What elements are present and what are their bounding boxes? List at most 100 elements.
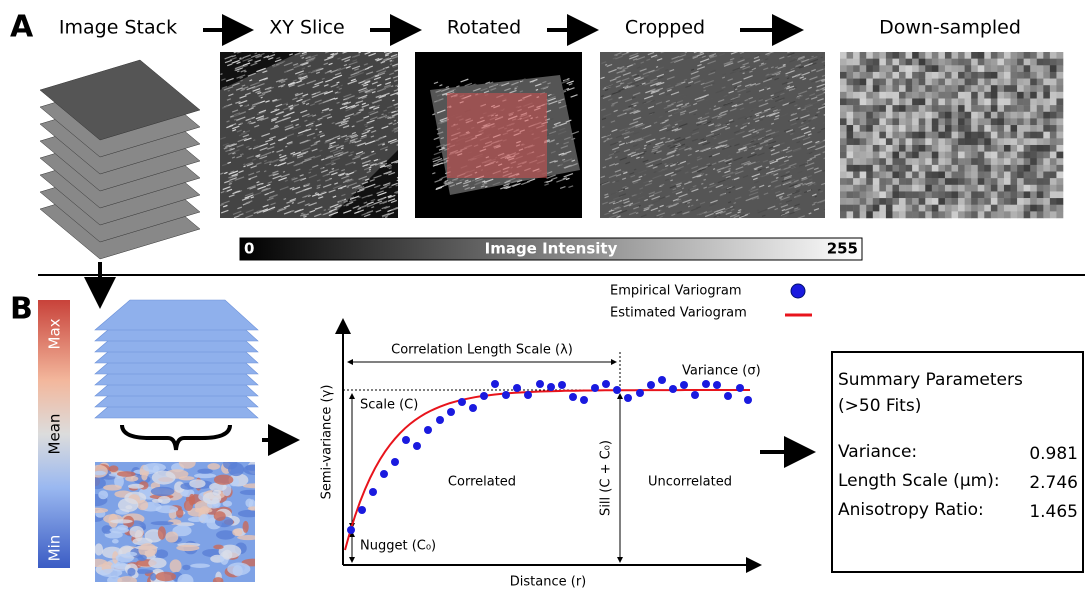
pixel <box>899 52 906 59</box>
pixel <box>938 132 945 139</box>
pixel <box>932 198 939 205</box>
pixel <box>1024 98 1031 105</box>
pixel <box>991 105 998 112</box>
pixel <box>847 59 854 66</box>
pixel <box>866 85 873 92</box>
blob <box>151 487 175 496</box>
pixel <box>971 205 978 212</box>
pixel <box>1056 79 1063 86</box>
pixel <box>965 205 972 212</box>
pixel <box>1050 198 1057 205</box>
pixel <box>840 59 847 66</box>
pixel <box>1004 72 1011 79</box>
pixel <box>1037 79 1044 86</box>
pixel <box>866 79 873 86</box>
pixel <box>1050 92 1057 99</box>
pixel <box>1043 191 1050 198</box>
pixel <box>1017 165 1024 172</box>
variogram-point <box>480 392 488 400</box>
pixel <box>879 152 886 159</box>
pixel <box>925 125 932 132</box>
pixel <box>945 105 952 112</box>
pixel <box>879 98 886 105</box>
pixel <box>984 152 991 159</box>
blob <box>88 559 107 567</box>
variogram-point <box>436 416 444 424</box>
pixel <box>1024 118 1031 125</box>
pixel <box>853 178 860 185</box>
pixel <box>866 205 873 212</box>
pixel <box>984 138 991 145</box>
blob <box>214 475 233 485</box>
pixel <box>971 198 978 205</box>
blob <box>128 484 144 489</box>
heat-mean: Mean <box>46 414 64 455</box>
pixel <box>938 52 945 59</box>
pixel <box>952 132 959 139</box>
pixel <box>932 205 939 212</box>
pixel <box>906 211 913 218</box>
pixel <box>1056 198 1063 205</box>
pixel <box>840 92 847 99</box>
pixel <box>932 65 939 72</box>
pixel <box>952 145 959 152</box>
pixel <box>1024 145 1031 152</box>
pixel <box>892 198 899 205</box>
pixel <box>1017 172 1024 179</box>
pixel <box>847 105 854 112</box>
pixel <box>1043 145 1050 152</box>
blob <box>155 572 176 582</box>
pixel <box>886 52 893 59</box>
pixel <box>853 85 860 92</box>
pixel <box>899 72 906 79</box>
pixel <box>886 118 893 125</box>
pixel <box>958 112 965 119</box>
blob <box>233 565 243 576</box>
pixel <box>984 85 991 92</box>
pixel <box>1004 98 1011 105</box>
pixel <box>978 145 985 152</box>
pixel <box>932 152 939 159</box>
pixel <box>840 191 847 198</box>
pixel <box>847 125 854 132</box>
pixel <box>853 152 860 159</box>
pixel <box>853 65 860 72</box>
pixel <box>1011 98 1018 105</box>
pixel <box>1004 65 1011 72</box>
pixel <box>1017 211 1024 218</box>
pixel <box>847 178 854 185</box>
blob <box>190 564 210 568</box>
blob <box>243 483 266 488</box>
pixel <box>945 85 952 92</box>
pixel <box>938 152 945 159</box>
pixel <box>958 152 965 159</box>
pixel <box>879 72 886 79</box>
pixel <box>1050 145 1057 152</box>
y-axis-label: Semi-variance (γ) <box>320 385 335 500</box>
pixel <box>912 165 919 172</box>
variogram-point <box>536 380 544 388</box>
blob <box>184 500 193 511</box>
pixel <box>840 72 847 79</box>
pixel <box>892 132 899 139</box>
pixel <box>919 105 926 112</box>
pixel <box>984 158 991 165</box>
blob <box>189 479 205 488</box>
pixel <box>1050 118 1057 125</box>
pixel <box>1056 72 1063 79</box>
pixel <box>1017 152 1024 159</box>
pixel <box>997 85 1004 92</box>
pixel <box>925 118 932 125</box>
pixel <box>1056 105 1063 112</box>
pixel <box>866 52 873 59</box>
pixel <box>1043 79 1050 86</box>
summary-subtitle: (>50 Fits) <box>838 396 921 416</box>
pixel <box>938 85 945 92</box>
pixel <box>1017 178 1024 185</box>
pixel <box>892 145 899 152</box>
pixel <box>853 198 860 205</box>
pixel <box>952 198 959 205</box>
pixel <box>1043 65 1050 72</box>
pixel <box>1050 158 1057 165</box>
pixel <box>879 205 886 212</box>
